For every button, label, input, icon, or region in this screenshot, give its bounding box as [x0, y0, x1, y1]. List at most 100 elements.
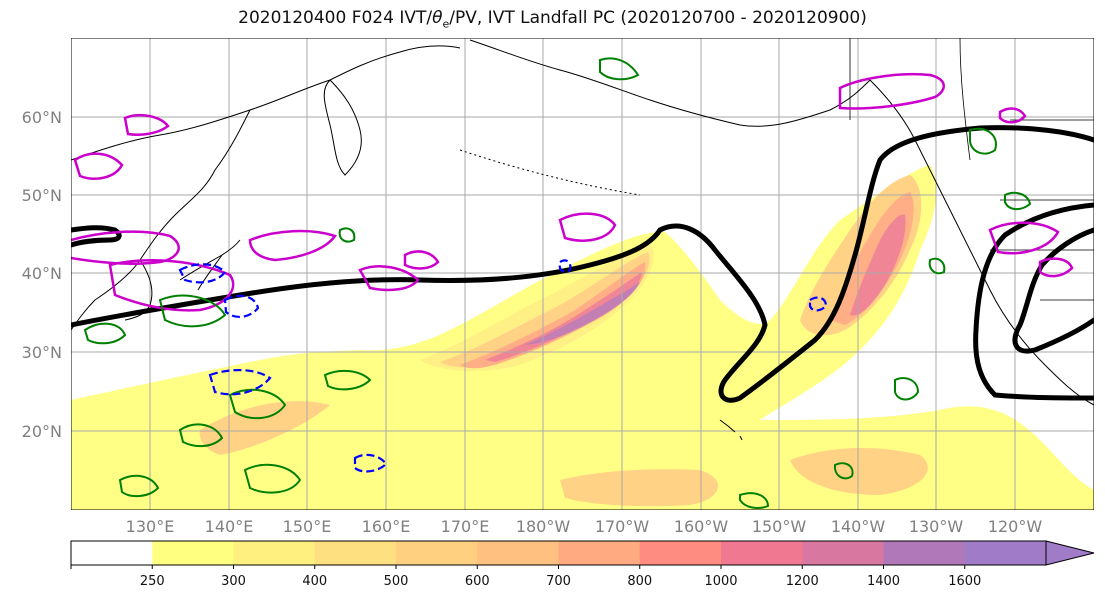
- colorbar-tick-label: 1600: [948, 574, 981, 589]
- ivt-contour-s1: [199, 401, 330, 455]
- pv-6: [323, 369, 372, 391]
- colorbar-tick-label: 400: [302, 574, 327, 589]
- te-ne-c: [998, 107, 1027, 124]
- colorbar-tick-label: 500: [384, 574, 409, 589]
- lat-label-40: 40°N: [22, 264, 62, 283]
- lat-label-60: 60°N: [22, 108, 62, 127]
- colorbar-tick-label: 600: [465, 574, 490, 589]
- pv-15: [739, 492, 770, 509]
- te-west-c: [248, 229, 338, 262]
- te-ne-a: [988, 221, 1060, 255]
- pv-1: [599, 57, 640, 81]
- lon-label-140w: 140°W: [831, 517, 886, 536]
- lon-label-150e: 150°E: [283, 517, 332, 536]
- te-nw-1: [73, 152, 124, 180]
- lon-label-120w: 120°W: [988, 517, 1043, 536]
- colorbar-tick-label: 1000: [704, 574, 737, 589]
- pc-contour-east-inner: [1012, 227, 1094, 354]
- colorbar-extend-arrow: [1045, 540, 1095, 566]
- pv-8: [118, 474, 160, 498]
- lon-label-160w: 160°W: [674, 517, 729, 536]
- colorbar-tick-label: 1400: [867, 574, 900, 589]
- pc-contour-west: [71, 225, 122, 248]
- colorbar-swatch: [721, 541, 803, 565]
- longitude-labels: 130°E 140°E 150°E 160°E 170°E 180°W 170°…: [126, 517, 1043, 536]
- te-mid-b: [403, 250, 440, 270]
- colorbar-swatch: [558, 541, 641, 565]
- theta-e-contours: [71, 72, 1074, 312]
- colorbar-swatch: [477, 541, 559, 565]
- ivt-contour-s2: [560, 469, 719, 507]
- lon-label-130e: 130°E: [126, 517, 175, 536]
- ivt-contour-300: [420, 245, 654, 372]
- colorbar-tick-label: 300: [221, 574, 246, 589]
- lon-label-150w: 150°W: [752, 517, 807, 536]
- colorbar-swatch: [964, 541, 1047, 565]
- pv-neg-4: [353, 453, 388, 473]
- lon-label-140e: 140°E: [205, 517, 254, 536]
- pc-contour-east-outer: [973, 202, 1094, 401]
- colorbar-swatch: [396, 541, 478, 565]
- colorbar-tick-label: 700: [546, 574, 571, 589]
- pv-neg-6: [558, 259, 572, 273]
- hawaii: [719, 419, 743, 441]
- pv-13: [928, 257, 946, 275]
- pv-7: [243, 463, 302, 494]
- pv-neg-5: [808, 296, 828, 312]
- colorbar-swatches: [71, 541, 1047, 565]
- map-panel: [71, 38, 1094, 510]
- te-alaska: [838, 72, 945, 110]
- colorbar-tick-label: 250: [140, 574, 165, 589]
- colorbar-ticks: 250 300 400 500 600 700 800 1000 1200 1400 1600: [70, 565, 981, 589]
- te-west-a: [71, 230, 180, 265]
- pv-5: [178, 423, 224, 448]
- pv-negative-contours: [178, 259, 828, 473]
- pv-2: [83, 322, 127, 345]
- colorbar-tick-label: 1200: [786, 574, 819, 589]
- ivt-shading: [71, 165, 1094, 510]
- colorbar-swatch: [802, 541, 884, 565]
- na-coast: [869, 79, 1094, 406]
- lon-label-180w: 180°W: [516, 517, 571, 536]
- lat-label-20: 20°N: [22, 422, 62, 441]
- colorbar: 250 300 400 500 600 700 800 1000 1200 1400 1600: [70, 540, 1095, 589]
- colorbar-swatch: [152, 541, 234, 565]
- pv-10: [894, 377, 920, 401]
- te-ne-b: [1038, 257, 1074, 278]
- pc-contour-main: [71, 125, 1094, 403]
- latitude-labels: 60°N 50°N 40°N 30°N 20°N: [22, 108, 62, 441]
- te-cent: [558, 212, 617, 242]
- alaska-coast: [469, 39, 871, 127]
- kamchatka-coast: [323, 79, 362, 176]
- map-title: 2020120400 F024 IVT/θe/PV, IVT Landfall …: [238, 8, 867, 31]
- colorbar-swatch: [71, 541, 153, 565]
- te-nw-2: [123, 114, 170, 136]
- lon-label-170w: 170°W: [595, 517, 650, 536]
- pv-4: [228, 388, 287, 420]
- pv-neg-1: [178, 263, 227, 284]
- colorbar-swatch: [639, 541, 722, 565]
- pv-3: [158, 294, 227, 328]
- colorbar-swatch: [314, 541, 397, 565]
- lon-label-130w: 130°W: [909, 517, 964, 536]
- lat-label-50: 50°N: [22, 186, 62, 205]
- pv-9: [338, 227, 356, 243]
- pv-neg-3: [208, 368, 272, 396]
- te-mid-a: [358, 265, 420, 292]
- colorbar-swatch: [233, 541, 316, 565]
- lat-label-30: 30°N: [22, 343, 62, 362]
- pv-14: [833, 462, 854, 480]
- japan-coast: [179, 239, 241, 291]
- lon-label-160e: 160°E: [362, 517, 411, 536]
- pv-positive-contours: [83, 57, 1032, 509]
- na-interior: [849, 38, 1094, 301]
- pv-11: [969, 127, 997, 155]
- ivt-contour-s3: [790, 448, 928, 495]
- ivt-contour-ne-1000: [850, 214, 906, 316]
- pc-contours: [71, 125, 1094, 403]
- colorbar-tick-label: 800: [627, 574, 652, 589]
- te-west-b: [108, 259, 235, 312]
- colorbar-swatch: [883, 541, 966, 565]
- pv-12: [1004, 191, 1032, 210]
